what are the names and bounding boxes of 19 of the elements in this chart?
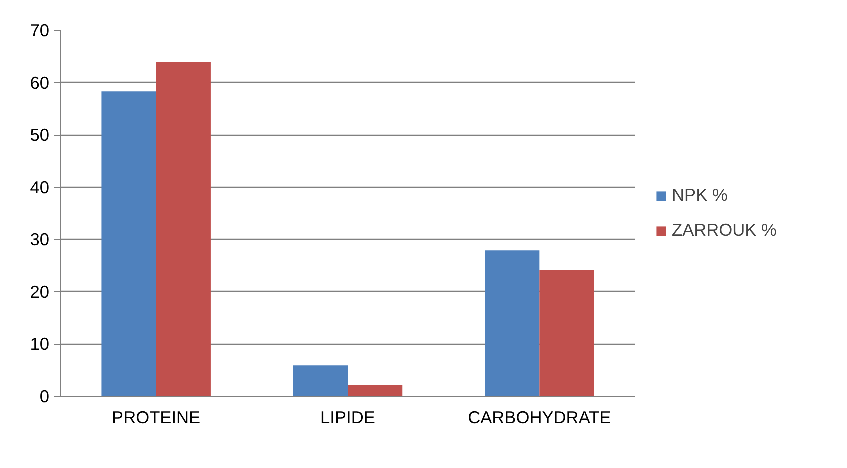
y-tick-label: 10: [30, 334, 50, 354]
legend-label: ZARROUK %: [672, 220, 777, 241]
bar: [156, 62, 211, 396]
x-tick-label: PROTEINE: [112, 408, 201, 428]
legend-label: NPK %: [672, 185, 728, 206]
y-tick-label: 50: [30, 125, 50, 146]
x-tick-label: LIPIDE: [320, 408, 376, 428]
y-tick-label: 30: [30, 230, 50, 250]
bar: [485, 250, 540, 396]
y-tick-label: 70: [30, 20, 50, 40]
y-tick-label: 60: [30, 72, 50, 93]
bar: [348, 384, 403, 396]
x-tick-label: CARBOHYDRATE: [468, 408, 612, 428]
bar: [293, 366, 348, 396]
y-tick-label: 40: [30, 177, 50, 198]
y-tick-label: 0: [40, 386, 50, 406]
y-tick-label: 20: [30, 282, 50, 302]
bar: [540, 270, 594, 396]
bar: [102, 92, 156, 396]
